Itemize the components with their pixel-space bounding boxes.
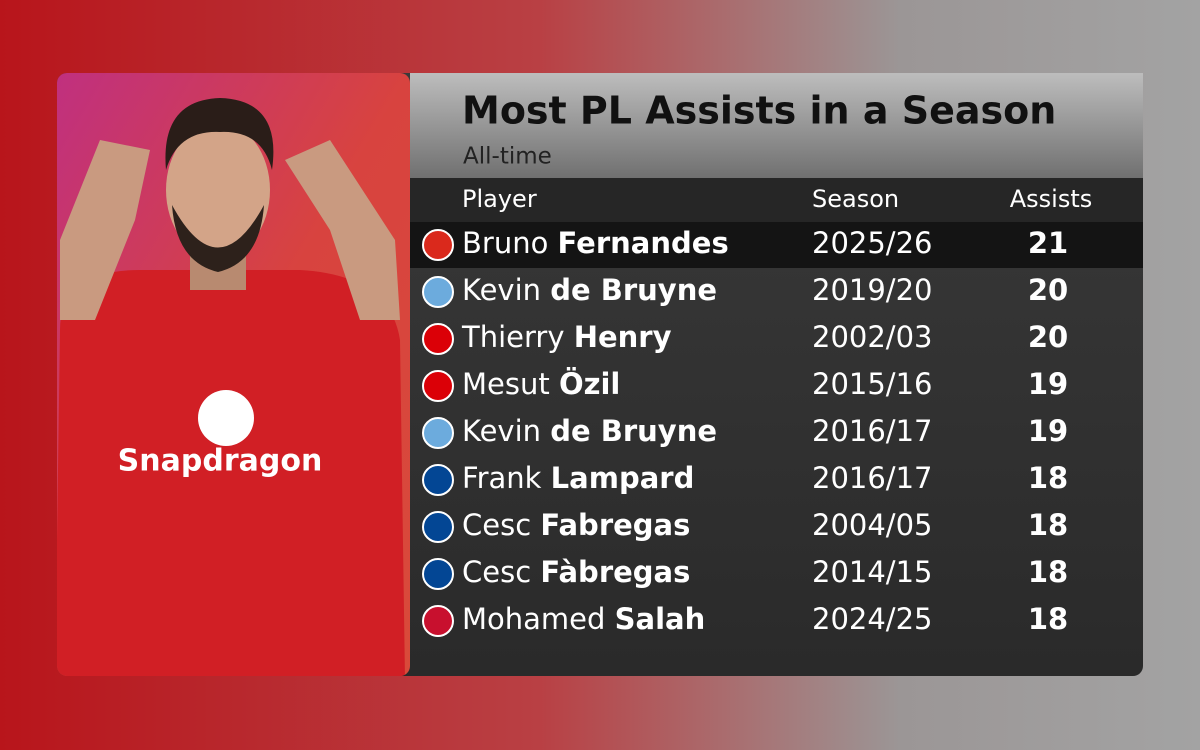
player-name: Mesut Özil bbox=[462, 367, 620, 401]
sponsor-text: Snapdragon bbox=[118, 444, 323, 479]
last-name: Fabregas bbox=[540, 508, 690, 542]
player-name: Kevin de Bruyne bbox=[462, 273, 717, 307]
subtitle: All-time bbox=[463, 144, 552, 170]
title: Most PL Assists in a Season bbox=[462, 89, 1056, 133]
hair bbox=[165, 98, 274, 170]
column-header: Assists bbox=[1010, 185, 1093, 213]
last-name: Özil bbox=[559, 367, 620, 401]
player-name: Thierry Henry bbox=[461, 320, 672, 354]
player-name: Kevin de Bruyne bbox=[462, 414, 717, 448]
last-name: Henry bbox=[574, 320, 672, 354]
first-name: Thierry bbox=[461, 320, 565, 354]
assists: 21 bbox=[1028, 226, 1068, 260]
first-name: Cesc bbox=[462, 508, 531, 542]
club-crest bbox=[422, 229, 454, 261]
club-crest bbox=[422, 370, 454, 402]
header-band bbox=[410, 73, 1143, 178]
face bbox=[166, 122, 270, 258]
season: 2015/16 bbox=[812, 367, 932, 401]
assists: 18 bbox=[1028, 461, 1068, 495]
first-name: Frank bbox=[462, 461, 542, 495]
table-row: Cesc Fabregas 2004/05 18 bbox=[422, 508, 1068, 543]
assists: 20 bbox=[1028, 273, 1068, 307]
player-name: Frank Lampard bbox=[462, 461, 694, 495]
last-name: de Bruyne bbox=[550, 414, 717, 448]
last-name: Salah bbox=[615, 602, 706, 636]
player-name: Mohamed Salah bbox=[462, 602, 705, 636]
shirt bbox=[57, 270, 405, 676]
player-name: Cesc Fabregas bbox=[462, 508, 690, 542]
last-name: Fàbregas bbox=[540, 555, 690, 589]
first-name: Bruno bbox=[462, 226, 548, 260]
table-body: Bruno Fernandes 2025/26 21 Kevin de Bruyne 2… bbox=[422, 226, 1068, 637]
season: 2002/03 bbox=[812, 320, 932, 354]
season: 2016/17 bbox=[812, 414, 932, 448]
first-name: Cesc bbox=[462, 555, 531, 589]
arm bbox=[285, 140, 400, 320]
club-crest bbox=[422, 558, 454, 590]
beard bbox=[172, 205, 264, 272]
arm bbox=[60, 140, 150, 320]
column-header: Player bbox=[462, 185, 537, 213]
table-row: Frank Lampard 2016/17 18 bbox=[422, 461, 1068, 496]
season: 2025/26 bbox=[812, 226, 932, 260]
table-row: Kevin de Bruyne 2016/17 19 bbox=[422, 414, 1068, 449]
last-name: de Bruyne bbox=[550, 273, 717, 307]
assists: 18 bbox=[1028, 555, 1068, 589]
table-row: Kevin de Bruyne 2019/20 20 bbox=[422, 273, 1068, 308]
highlight-row bbox=[410, 222, 1143, 268]
club-crest bbox=[422, 605, 454, 637]
season: 2004/05 bbox=[812, 508, 932, 542]
assists: 19 bbox=[1028, 367, 1068, 401]
player-name: Bruno Fernandes bbox=[462, 226, 729, 260]
season: 2016/17 bbox=[812, 461, 932, 495]
last-name: Lampard bbox=[551, 461, 695, 495]
table-row: Thierry Henry 2002/03 20 bbox=[422, 320, 1068, 355]
table-row: Mesut Özil 2015/16 19 bbox=[422, 367, 1068, 402]
season: 2014/15 bbox=[812, 555, 932, 589]
table-row: Cesc Fàbregas 2014/15 18 bbox=[422, 555, 1068, 590]
first-name: Mesut bbox=[462, 367, 550, 401]
player-name: Cesc Fàbregas bbox=[462, 555, 690, 589]
club-crest bbox=[422, 464, 454, 496]
first-name: Mohamed bbox=[462, 602, 605, 636]
table-row: Mohamed Salah 2024/25 18 bbox=[422, 602, 1068, 637]
season: 2024/25 bbox=[812, 602, 932, 636]
club-crest bbox=[422, 417, 454, 449]
sponsor-logo bbox=[198, 390, 254, 446]
assists: 19 bbox=[1028, 414, 1068, 448]
column-header: Season bbox=[812, 185, 899, 213]
club-crest bbox=[422, 323, 454, 355]
player-photo: Snapdragon bbox=[57, 73, 410, 676]
last-name: Fernandes bbox=[558, 226, 729, 260]
club-crest bbox=[422, 276, 454, 308]
club-crest bbox=[422, 511, 454, 543]
column-header-band bbox=[410, 178, 1143, 222]
first-name: Kevin bbox=[462, 414, 541, 448]
table-row: Bruno Fernandes 2025/26 21 bbox=[422, 226, 1068, 261]
first-name: Kevin bbox=[462, 273, 541, 307]
assists: 20 bbox=[1028, 320, 1068, 354]
assists: 18 bbox=[1028, 508, 1068, 542]
season: 2019/20 bbox=[812, 273, 932, 307]
assists: 18 bbox=[1028, 602, 1068, 636]
